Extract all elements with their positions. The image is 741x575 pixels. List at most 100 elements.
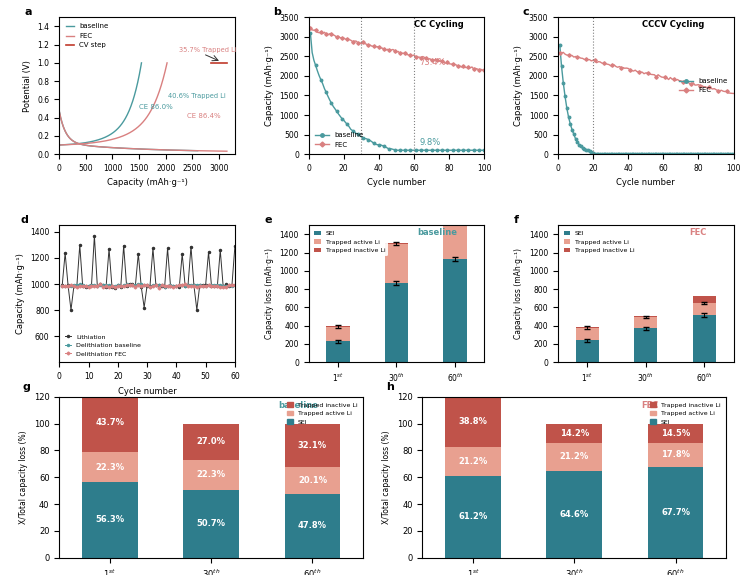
Text: d: d — [21, 214, 28, 225]
Text: 50.7%: 50.7% — [196, 519, 226, 528]
Bar — [576, 327, 599, 328]
Bar — [693, 315, 716, 362]
Y-axis label: X/Total capacity loss (%): X/Total capacity loss (%) — [382, 431, 391, 524]
Text: 40.6% Trapped Li: 40.6% Trapped Li — [168, 93, 226, 98]
Delithiation FEC — [107, 282, 116, 289]
Y-axis label: Capacity loss (mAh·g⁻¹): Capacity loss (mAh·g⁻¹) — [265, 248, 274, 339]
Bar — [576, 340, 599, 362]
Bar — [445, 447, 501, 476]
Delithiation FEC — [169, 283, 178, 290]
Text: 64.6%: 64.6% — [559, 510, 589, 519]
Lithiation — [119, 243, 128, 250]
Text: g: g — [23, 382, 30, 392]
Bar — [82, 482, 138, 558]
Text: 14.5%: 14.5% — [661, 429, 690, 438]
Text: FEC: FEC — [641, 401, 659, 410]
Bar — [82, 453, 138, 482]
Delithiation baseline — [102, 282, 110, 289]
Text: 47.8%: 47.8% — [298, 521, 327, 530]
Text: 73.4%: 73.4% — [419, 58, 446, 67]
X-axis label: Cycle number: Cycle number — [118, 386, 176, 396]
Text: 35.7% Trapped Li: 35.7% Trapped Li — [179, 47, 236, 53]
Text: c: c — [523, 6, 530, 17]
Y-axis label: Capacity (mAh·g⁻¹): Capacity (mAh·g⁻¹) — [16, 254, 24, 334]
Bar — [82, 394, 138, 453]
Y-axis label: X/Total capacity loss (%): X/Total capacity loss (%) — [19, 431, 28, 524]
Y-axis label: Potential (V): Potential (V) — [23, 60, 32, 112]
Bar — [443, 184, 467, 259]
Text: 32.1%: 32.1% — [298, 440, 327, 450]
Delithiation baseline — [58, 282, 67, 289]
Delithiation baseline — [172, 283, 181, 290]
Delithiation baseline — [113, 281, 122, 288]
Delithiation FEC — [154, 284, 163, 291]
Delithiation FEC — [116, 283, 125, 290]
Line: Delithiation baseline: Delithiation baseline — [62, 283, 236, 288]
Legend: SEI, Trapped active Li, Trapped inactive Li: SEI, Trapped active Li, Trapped inactive… — [312, 228, 388, 256]
Delithiation baseline — [107, 282, 116, 289]
Bar — [443, 109, 467, 184]
Delithiation baseline — [160, 283, 169, 290]
Bar — [546, 443, 602, 471]
Line: Delithiation FEC: Delithiation FEC — [62, 283, 236, 289]
Bar — [634, 328, 657, 362]
Delithiation baseline — [122, 281, 131, 288]
Bar — [445, 476, 501, 558]
Delithiation FEC — [87, 283, 96, 290]
Text: 61.2%: 61.2% — [459, 512, 488, 521]
Lithiation — [169, 282, 178, 289]
Bar — [385, 243, 408, 244]
Lithiation — [90, 232, 99, 239]
Text: e: e — [265, 214, 272, 225]
Text: 22.3%: 22.3% — [96, 463, 124, 471]
Delithiation FEC — [113, 283, 122, 290]
Legend: baseline, FEC: baseline, FEC — [312, 129, 366, 151]
Text: a: a — [24, 6, 32, 17]
Text: baseline: baseline — [278, 401, 318, 410]
Y-axis label: Capacity loss (mAh·g⁻¹): Capacity loss (mAh·g⁻¹) — [514, 248, 523, 339]
Line: Lithiation: Lithiation — [62, 235, 236, 311]
Bar — [648, 443, 703, 467]
X-axis label: Capacity (mAh·g⁻¹): Capacity (mAh·g⁻¹) — [107, 178, 187, 187]
Bar — [546, 424, 602, 443]
Legend: baseline, FEC, CV step: baseline, FEC, CV step — [63, 21, 111, 51]
Bar — [183, 490, 239, 558]
Text: CC Cycling: CC Cycling — [414, 20, 464, 29]
Legend: baseline, FEC: baseline, FEC — [676, 75, 730, 96]
Delithiation baseline — [87, 281, 96, 288]
Legend: Trapped inactive Li, Trapped active Li, SEI: Trapped inactive Li, Trapped active Li, … — [647, 400, 723, 427]
Delithiation FEC — [102, 283, 110, 290]
Bar — [634, 317, 657, 328]
Text: 14.2%: 14.2% — [559, 428, 589, 438]
Bar — [285, 467, 340, 493]
Text: 21.2%: 21.2% — [559, 453, 589, 461]
Legend: SEI, Trapped active Li, Trapped inactive Li: SEI, Trapped active Li, Trapped inactive… — [561, 228, 637, 256]
Text: baseline: baseline — [417, 228, 457, 237]
Text: 17.8%: 17.8% — [661, 450, 690, 459]
Bar — [385, 244, 408, 283]
Bar — [693, 296, 716, 303]
Bar — [183, 460, 239, 490]
Legend: Trapped inactive Li, Trapped active Li, SEI: Trapped inactive Li, Trapped active Li, … — [284, 400, 360, 427]
Text: b: b — [273, 6, 282, 17]
Text: h: h — [386, 382, 393, 392]
Text: 20.1%: 20.1% — [298, 476, 327, 485]
Bar — [648, 467, 703, 558]
Lithiation — [58, 282, 67, 289]
Bar — [326, 341, 350, 362]
Bar — [693, 303, 716, 315]
Delithiation baseline — [230, 281, 239, 288]
Legend: Lithiation, Delithiation baseline, Delithiation FEC: Lithiation, Delithiation baseline, Delit… — [62, 332, 144, 359]
Bar — [648, 424, 703, 443]
Text: 38.8%: 38.8% — [459, 417, 488, 426]
Bar — [183, 424, 239, 460]
Text: 43.7%: 43.7% — [96, 419, 124, 427]
Text: 9.8%: 9.8% — [419, 137, 440, 147]
Text: CE 86.4%: CE 86.4% — [187, 113, 221, 118]
Delithiation baseline — [116, 282, 125, 289]
Text: CE 86.0%: CE 86.0% — [139, 104, 173, 109]
Lithiation — [87, 282, 96, 289]
Lithiation — [193, 306, 202, 313]
Delithiation FEC — [58, 282, 67, 289]
Text: 21.2%: 21.2% — [459, 457, 488, 466]
